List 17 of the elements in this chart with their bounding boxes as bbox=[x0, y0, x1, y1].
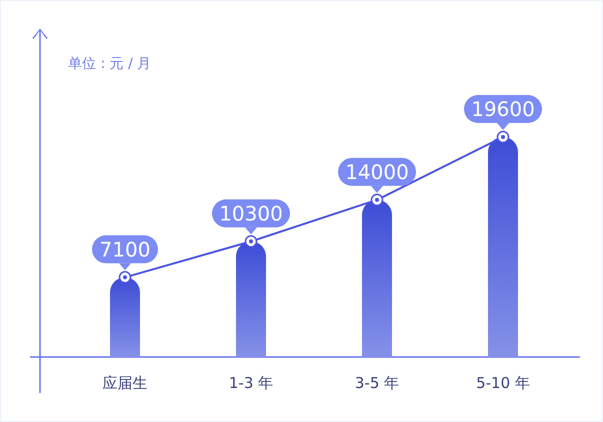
x-tick-label: 1-3 年 bbox=[228, 374, 274, 392]
y-axis-title: 单位 : 元 / 月 bbox=[68, 56, 152, 72]
x-tick-label: 3-5 年 bbox=[354, 374, 400, 392]
bar bbox=[236, 241, 266, 357]
data-label: 19600 bbox=[471, 97, 535, 121]
bar bbox=[488, 137, 518, 357]
x-tick-label: 5-10 年 bbox=[476, 374, 530, 392]
point bbox=[244, 235, 258, 248]
point bbox=[370, 194, 384, 206]
data-label: 14000 bbox=[345, 160, 409, 184]
data-label: 7100 bbox=[100, 237, 150, 262]
x-tick-label: 应届生 bbox=[102, 374, 148, 392]
point bbox=[496, 130, 510, 144]
bar bbox=[362, 200, 392, 357]
point bbox=[118, 271, 132, 284]
data-label: 10300 bbox=[219, 201, 283, 226]
bar bbox=[110, 277, 140, 357]
